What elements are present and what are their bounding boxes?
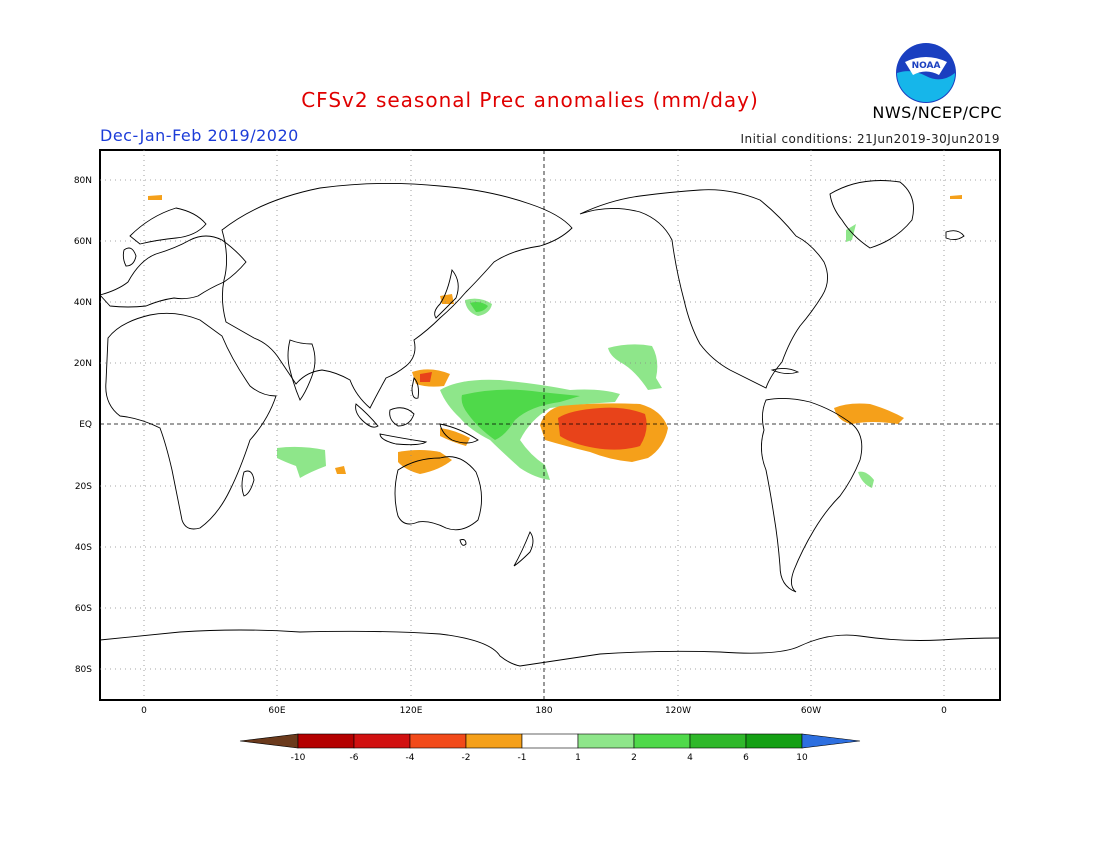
lat-label-40s: 40S: [75, 543, 92, 553]
noaa-logo: NOAA: [896, 43, 956, 103]
colorbar-swatch: [521, 733, 579, 749]
dry-anomaly-arctic-east: [950, 195, 962, 199]
map-title: CFSv2 seasonal Prec anomalies (mm/day): [301, 88, 759, 112]
season-subtitle: Dec-Jan-Feb 2019/2020: [100, 126, 299, 145]
lat-label-80s: 80S: [75, 665, 92, 675]
dry-anomaly-philippines: [412, 369, 450, 387]
colorbar-label: -6: [350, 753, 359, 763]
colorbar-swatch: [353, 733, 411, 749]
lon-label-0-east: 0: [941, 706, 947, 716]
colorbar-label: -2: [462, 753, 471, 763]
lon-label-120w: 120W: [665, 706, 691, 716]
dry-anomaly-indian-small: [335, 466, 346, 474]
lat-label-60n: 60N: [74, 237, 92, 247]
dry-strong-philippines: [420, 372, 432, 382]
lat-label-20s: 20S: [75, 482, 92, 492]
colorbar-swatch: [633, 733, 691, 749]
colorbar-swatch: [745, 733, 803, 749]
dry-anomaly-australia: [398, 450, 452, 474]
colorbar-label: 2: [631, 753, 637, 763]
colorbar-swatch: [689, 733, 747, 749]
agency-label: NWS/NCEP/CPC: [872, 103, 1002, 122]
wet-strong-north-pacific: [470, 302, 488, 312]
colorbar-label: -4: [406, 753, 415, 763]
wet-strong-west-pacific: [461, 389, 580, 440]
lat-label-80n: 80N: [74, 176, 92, 186]
colorbar-label: 4: [687, 753, 693, 763]
colorbar-label: -10: [291, 753, 306, 763]
dry-anomaly-south-america: [834, 403, 904, 424]
lat-label-40n: 40N: [74, 298, 92, 308]
colorbar-swatch: [297, 733, 355, 749]
latitude-labels: 80N 60N 40N 20N EQ 20S 40S 60S 80S: [74, 176, 92, 675]
colorbar-label: 1: [575, 753, 581, 763]
colorbar: -10 -6 -4 -2 -1 1 2 4 6 10: [239, 733, 861, 763]
coastlines: [99, 180, 1001, 667]
lat-label-20n: 20N: [74, 359, 92, 369]
lon-label-60w: 60W: [801, 706, 821, 716]
colorbar-label: 10: [796, 753, 808, 763]
colorbar-left-arrow: [239, 733, 299, 749]
lat-label-eq: EQ: [79, 420, 92, 430]
initial-conditions: Initial conditions: 21Jun2019-30Jun2019: [740, 132, 1000, 146]
lon-label-0-west: 0: [141, 706, 147, 716]
lon-label-120e: 120E: [400, 706, 423, 716]
dry-anomaly-japan: [440, 294, 454, 304]
dry-anomaly-arctic-west: [148, 195, 162, 200]
colorbar-right-arrow: [801, 733, 861, 749]
colorbar-label: 6: [743, 753, 749, 763]
colorbar-swatch: [465, 733, 523, 749]
longitude-labels: 0 60E 120E 180 120W 60W 0: [141, 706, 947, 716]
colorbar-label: -1: [518, 753, 527, 763]
wet-anomaly-indian-ocean: [277, 446, 326, 478]
lat-label-60s: 60S: [75, 604, 92, 614]
wet-anomaly-south-atlantic: [858, 471, 874, 488]
colorbar-swatch: [409, 733, 467, 749]
dry-anomaly-indonesia: [440, 428, 470, 446]
lon-label-180: 180: [535, 706, 552, 716]
graticule: [100, 150, 1000, 700]
anomaly-shading: [148, 195, 962, 488]
wet-anomaly-central-pacific: [608, 344, 662, 390]
colorbar-swatch: [577, 733, 635, 749]
lon-label-60e: 60E: [268, 706, 285, 716]
dry-strong-central-pacific: [558, 407, 647, 450]
logo-text: NOAA: [912, 61, 941, 71]
